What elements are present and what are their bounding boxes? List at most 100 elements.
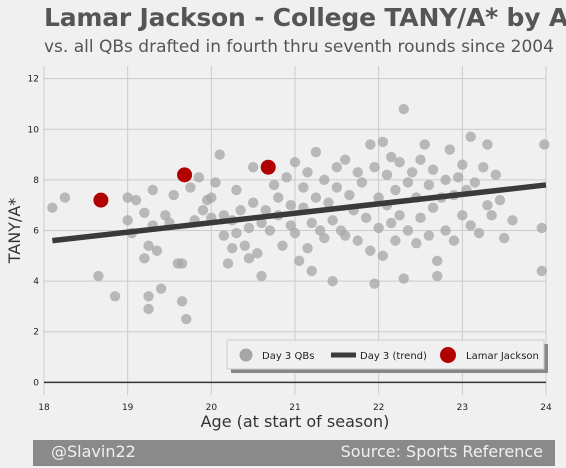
- chart-subtitle: vs. all QBs drafted in fourth thru seven…: [44, 37, 554, 57]
- day3-point: [490, 169, 501, 181]
- day3-point: [381, 169, 393, 181]
- day3-point: [256, 217, 267, 229]
- day3-point: [473, 227, 485, 239]
- y-tick-label: 8: [33, 176, 39, 186]
- day3-point: [319, 174, 330, 186]
- day3-point: [457, 210, 468, 221]
- day3-point: [386, 151, 397, 163]
- day3-point: [306, 265, 317, 277]
- day3-point: [218, 210, 230, 221]
- day3-point: [298, 182, 309, 193]
- legend-lamar-label: Lamar Jackson: [466, 351, 539, 362]
- day3-point: [293, 255, 305, 267]
- day3-point: [310, 146, 322, 158]
- day3-point: [93, 270, 104, 282]
- day3-point: [331, 162, 343, 173]
- day3-point: [432, 255, 443, 267]
- day3-point: [314, 225, 326, 236]
- x-axis-label: Age (at start of season): [201, 412, 390, 431]
- day3-point: [377, 136, 389, 148]
- day3-point: [264, 225, 276, 236]
- day3-point: [340, 230, 351, 241]
- day3-point: [109, 291, 121, 302]
- day3-point: [394, 210, 405, 221]
- y-tick-label: 0: [33, 378, 39, 388]
- day3-point: [231, 227, 242, 239]
- x-tick-label: 24: [540, 403, 552, 413]
- day3-point: [168, 189, 179, 201]
- legend-day3-label: Day 3 QBs: [262, 351, 314, 362]
- day3-point: [365, 139, 376, 150]
- day3-point: [243, 253, 255, 264]
- day3-point: [268, 179, 280, 191]
- footer-source: Source: Sports Reference: [340, 442, 543, 461]
- day3-point: [390, 235, 401, 246]
- y-tick-label: 6: [33, 227, 39, 237]
- day3-point: [390, 184, 401, 196]
- day3-point: [139, 253, 150, 264]
- day3-point: [239, 240, 250, 251]
- day3-point: [340, 154, 351, 165]
- day3-point: [440, 174, 451, 186]
- day3-point: [415, 154, 426, 165]
- day3-point: [281, 172, 292, 183]
- day3-point: [222, 258, 234, 269]
- day3-point: [536, 222, 548, 234]
- day3-point: [377, 250, 389, 262]
- y-tick-label: 2: [33, 328, 39, 338]
- legend-lamar-marker: [440, 347, 456, 363]
- day3-point: [427, 164, 439, 175]
- day3-point: [352, 235, 363, 246]
- day3-point: [406, 167, 418, 178]
- day3-point: [448, 235, 460, 246]
- day3-point: [214, 149, 225, 160]
- day3-point: [444, 144, 455, 155]
- day3-point: [206, 192, 217, 203]
- day3-point: [285, 199, 297, 211]
- day3-point: [197, 205, 209, 216]
- day3-point: [302, 167, 313, 178]
- x-tick-label: 21: [289, 403, 300, 413]
- y-tick-label: 4: [33, 277, 39, 287]
- day3-point: [478, 162, 489, 173]
- day3-point: [59, 192, 71, 203]
- day3-point: [536, 265, 548, 277]
- day3-point: [432, 270, 443, 282]
- day3-point: [319, 232, 330, 244]
- day3-point: [273, 192, 284, 203]
- day3-point: [469, 177, 481, 188]
- lamar-point: [177, 167, 193, 183]
- day3-point: [122, 192, 133, 203]
- x-tick-label: 22: [373, 403, 384, 413]
- day3-point: [331, 182, 343, 193]
- day3-point: [373, 222, 384, 234]
- day3-point: [419, 139, 430, 150]
- day3-point: [494, 194, 506, 206]
- footer-bar: @Slavin22 Source: Sports Reference: [33, 440, 555, 466]
- day3-point: [323, 197, 334, 208]
- day3-point: [369, 278, 380, 289]
- lamar-point: [260, 159, 276, 175]
- day3-point: [47, 202, 58, 213]
- day3-point: [193, 172, 204, 183]
- day3-point: [360, 212, 372, 224]
- day3-point: [369, 162, 380, 173]
- day3-point: [373, 192, 384, 203]
- legend-trend-label: Day 3 (trend): [360, 351, 427, 362]
- day3-point: [402, 225, 414, 236]
- chart-title: Lamar Jackson - College TANY/A* by Age: [44, 3, 566, 32]
- y-tick-label: 12: [28, 75, 39, 85]
- day3-point: [482, 139, 493, 150]
- day3-point: [147, 184, 158, 196]
- day3-point: [247, 197, 259, 208]
- day3-point: [176, 296, 188, 307]
- day3-point: [344, 189, 355, 201]
- day3-point: [260, 205, 271, 216]
- legend-day3-marker: [239, 348, 253, 362]
- day3-point: [507, 215, 518, 226]
- day3-point: [235, 205, 246, 216]
- legend: Day 3 QBs Day 3 (trend) Lamar Jackson: [226, 339, 548, 373]
- day3-point: [176, 258, 188, 269]
- day3-point: [227, 243, 238, 254]
